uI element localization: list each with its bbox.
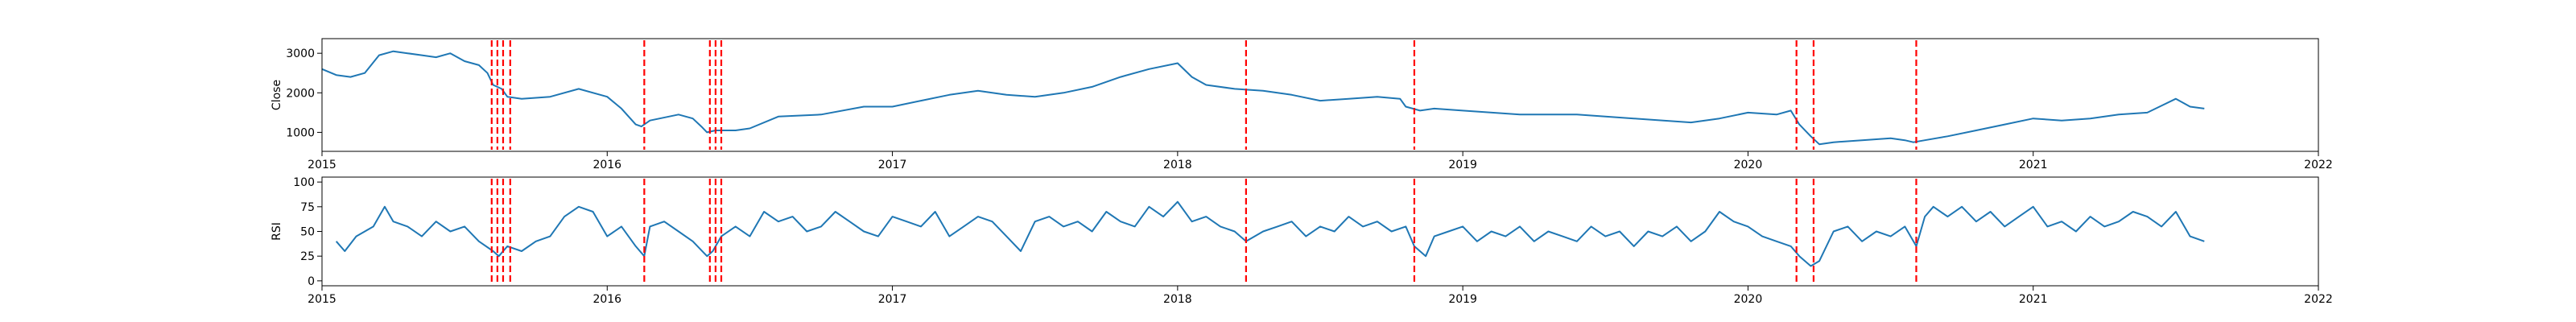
- series-line: [335, 200, 2205, 267]
- x-tick-label: 2016: [592, 159, 621, 171]
- rsi-panel: 2015 2016 2017 2018 2019 2020 2021 2022 0 25 50 75 1…: [270, 176, 2333, 306]
- x-tick-label: 2020: [1734, 159, 1763, 171]
- x-tick-label: 2019: [1448, 159, 1477, 171]
- x-tick-label: 2018: [1163, 159, 1192, 171]
- x-tick-label: 2019: [1448, 293, 1477, 306]
- y-tick-label: 0: [308, 275, 315, 288]
- axes-frame: [321, 38, 2319, 152]
- x-tick-label: 2015: [308, 293, 336, 306]
- y-axis-label: Close: [270, 80, 283, 110]
- y-tick-label: 75: [300, 201, 315, 214]
- y-tick-label: 25: [300, 250, 315, 263]
- y-tick-label: 2000: [286, 87, 315, 100]
- x-tick-label: 2016: [592, 293, 621, 306]
- x-tick-label: 2021: [2019, 159, 2048, 171]
- x-tick-label: 2022: [2304, 293, 2333, 306]
- y-tick-label: 1000: [286, 126, 315, 139]
- y-tick-label: 3000: [286, 47, 315, 60]
- x-tick-label: 2017: [878, 293, 907, 306]
- x-tick-label: 2020: [1734, 293, 1763, 306]
- x-tick-label: 2018: [1163, 293, 1192, 306]
- y-axis-label: RSI: [270, 222, 283, 241]
- y-tick-label: 50: [300, 226, 315, 239]
- x-tick-label: 2021: [2019, 293, 2048, 306]
- x-tick-label: 2015: [308, 159, 336, 171]
- close-price-panel: 2015 2016 2017 2018 2019 2020 2021 2022 1000 2000…: [270, 38, 2333, 171]
- x-tick-label: 2022: [2304, 159, 2333, 171]
- x-tick-label: 2017: [878, 159, 907, 171]
- y-tick-label: 100: [293, 176, 315, 189]
